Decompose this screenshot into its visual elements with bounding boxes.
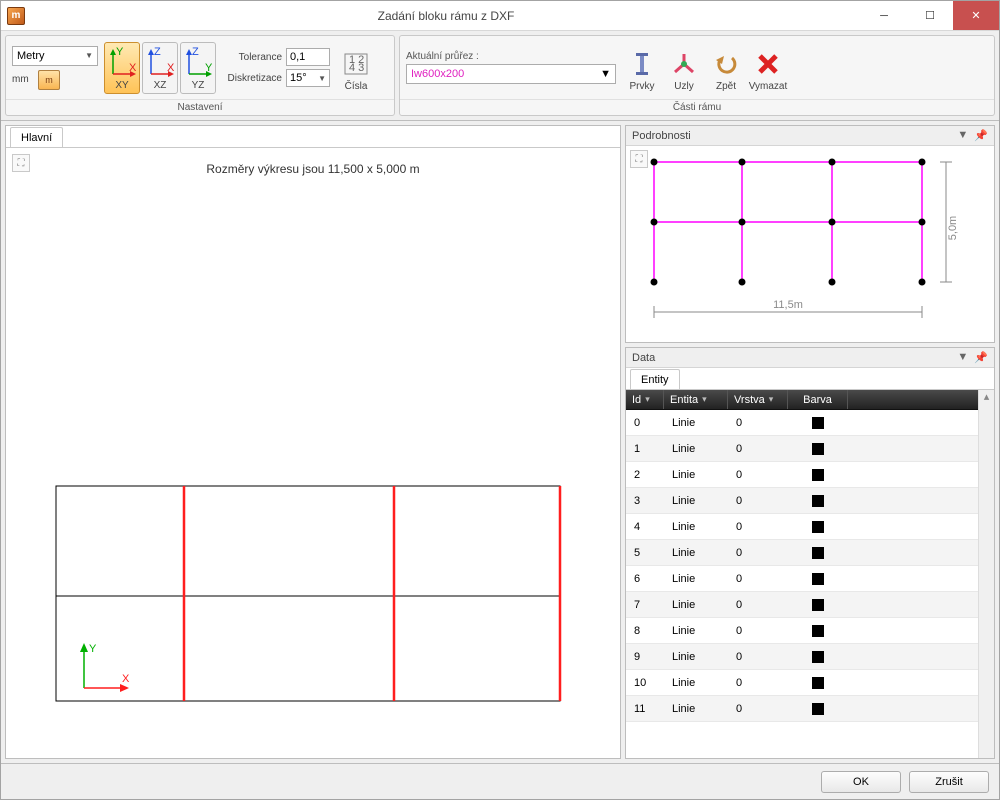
grid-rows[interactable]: 0Linie01Linie02Linie03Linie04Linie05Lini…	[626, 410, 978, 758]
tolerance-input[interactable]: 0,1	[286, 48, 330, 66]
svg-text:X: X	[129, 62, 137, 74]
dimensions-text: Rozměry výkresu jsou 11,500 x 5,000 m	[6, 162, 620, 176]
ribbon-group-title: Nastavení	[6, 99, 394, 115]
cancel-button[interactable]: Zrušit	[909, 771, 989, 793]
ribbon-group-settings: Metry▼ mm m YXXYZXXZZYYZ Tolerance0,1 Di…	[5, 35, 395, 116]
table-row[interactable]: 7Linie0	[626, 592, 978, 618]
units-combo[interactable]: Metry ▼	[12, 46, 98, 66]
svg-text:X: X	[122, 673, 130, 685]
svg-text:Z: Z	[192, 46, 199, 58]
data-title: Data	[632, 352, 655, 364]
numbers-button[interactable]: 1 24 3 Čísla	[336, 42, 376, 94]
filter-icon[interactable]: ▾	[645, 394, 650, 405]
window-title: Zadání bloku rámu z DXF	[31, 9, 861, 23]
table-row[interactable]: 0Linie0	[626, 410, 978, 436]
ribbon-group-title: Části rámu	[400, 99, 994, 115]
data-panel: Data▼📌 Entity Id▾ Entita▾ Vrstva▾ Barva …	[625, 347, 995, 759]
filter-icon[interactable]: ▾	[769, 394, 774, 405]
dropdown-icon[interactable]: ▼	[957, 351, 968, 364]
tolerance-label: Tolerance	[222, 52, 282, 63]
profile-combo[interactable]: Iw600x200 ▼	[406, 64, 616, 84]
table-row[interactable]: 2Linie0	[626, 462, 978, 488]
table-row[interactable]: 4Linie0	[626, 514, 978, 540]
ribbon: Metry▼ mm m YXXYZXXZZYYZ Tolerance0,1 Di…	[1, 31, 999, 121]
svg-text:5,0m: 5,0m	[947, 216, 959, 240]
zpet-icon	[711, 49, 741, 79]
uzly-icon	[669, 49, 699, 79]
col-id[interactable]: Id▾	[626, 390, 664, 409]
fullscreen-icon[interactable]: ⛶	[630, 150, 648, 168]
table-row[interactable]: 5Linie0	[626, 540, 978, 566]
grid-header: Id▾ Entita▾ Vrstva▾ Barva	[626, 390, 978, 410]
numbers-icon: 1 24 3	[341, 49, 371, 79]
meters-button[interactable]: m	[38, 70, 60, 90]
filter-icon[interactable]: ▾	[702, 394, 707, 405]
table-row[interactable]: 3Linie0	[626, 488, 978, 514]
main-canvas[interactable]: ⛶ Rozměry výkresu jsou 11,500 x 5,000 m …	[6, 148, 620, 758]
titlebar: m Zadání bloku rámu z DXF ─ ☐ ✕	[1, 1, 999, 31]
app-icon: m	[7, 7, 25, 25]
svg-text:4 3: 4 3	[349, 62, 364, 74]
tab-entity[interactable]: Entity	[630, 369, 680, 389]
svg-text:Y: Y	[89, 643, 97, 655]
details-canvas[interactable]: ⛶ 11,5m 5,0m	[626, 146, 994, 342]
col-entity[interactable]: Entita▾	[664, 390, 728, 409]
dropdown-icon[interactable]: ▼	[957, 129, 968, 142]
mm-label: mm	[12, 74, 36, 85]
main-drawing: YX	[6, 148, 620, 758]
ok-button[interactable]: OK	[821, 771, 901, 793]
profile-label: Aktuální průřez :	[406, 51, 616, 62]
vymazat-button[interactable]: Vymazat	[748, 42, 788, 94]
table-row[interactable]: 9Linie0	[626, 644, 978, 670]
numbers-label: Čísla	[345, 81, 368, 92]
plane-xz-button[interactable]: ZXXZ	[142, 42, 178, 94]
pin-icon[interactable]: 📌	[974, 129, 988, 142]
app-window: m Zadání bloku rámu z DXF ─ ☐ ✕ Metry ▼ m…	[0, 0, 1000, 800]
footer: OK Zrušit	[1, 763, 999, 799]
details-panel: Podrobnosti ▼ 📌 ⛶ 11,5m 5,0m	[625, 125, 995, 343]
uzly-button[interactable]: Uzly	[664, 42, 704, 94]
chevron-down-icon: ▼	[318, 74, 326, 83]
close-button[interactable]: ✕	[953, 1, 999, 30]
col-layer[interactable]: Vrstva▾	[728, 390, 788, 409]
table-row[interactable]: 10Linie0	[626, 670, 978, 696]
svg-text:Z: Z	[154, 46, 161, 58]
pin-icon[interactable]: 📌	[974, 351, 988, 364]
prvky-icon	[627, 49, 657, 79]
plane-xy-button[interactable]: YXXY	[104, 42, 140, 94]
table-row[interactable]: 8Linie0	[626, 618, 978, 644]
main-tab-strip: Hlavní	[6, 126, 620, 148]
profile-value: Iw600x200	[411, 68, 464, 80]
details-drawing: 11,5m 5,0m	[626, 146, 994, 342]
vymazat-icon	[753, 49, 783, 79]
tolerance-value: 0,1	[290, 51, 305, 63]
discretization-value: 15°	[290, 72, 307, 84]
maximize-button[interactable]: ☐	[907, 1, 953, 30]
tab-main[interactable]: Hlavní	[10, 127, 63, 147]
details-title: Podrobnosti	[632, 130, 691, 142]
ribbon-group-parts: Aktuální průřez : Iw600x200 ▼ PrvkyUzlyZp…	[399, 35, 995, 116]
table-row[interactable]: 11Linie0	[626, 696, 978, 722]
svg-text:11,5m: 11,5m	[773, 299, 803, 311]
svg-text:Y: Y	[205, 62, 213, 74]
minimize-button[interactable]: ─	[861, 1, 907, 30]
discretization-label: Diskretizace	[222, 73, 282, 84]
table-row[interactable]: 1Linie0	[626, 436, 978, 462]
svg-text:Y: Y	[116, 46, 124, 58]
svg-text:X: X	[167, 62, 175, 74]
discretization-input[interactable]: 15° ▼	[286, 69, 330, 87]
content-area: Hlavní ⛶ Rozměry výkresu jsou 11,500 x 5…	[1, 121, 999, 763]
col-color[interactable]: Barva	[788, 390, 848, 409]
chevron-down-icon: ▼	[600, 68, 611, 80]
prvky-button[interactable]: Prvky	[622, 42, 662, 94]
plane-yz-button[interactable]: ZYYZ	[180, 42, 216, 94]
zpet-button[interactable]: Zpět	[706, 42, 746, 94]
units-combo-value: Metry	[17, 50, 45, 62]
table-row[interactable]: 6Linie0	[626, 566, 978, 592]
scrollbar[interactable]: ▴	[978, 390, 994, 758]
main-panel: Hlavní ⛶ Rozměry výkresu jsou 11,500 x 5…	[5, 125, 621, 759]
chevron-down-icon: ▼	[85, 51, 93, 60]
